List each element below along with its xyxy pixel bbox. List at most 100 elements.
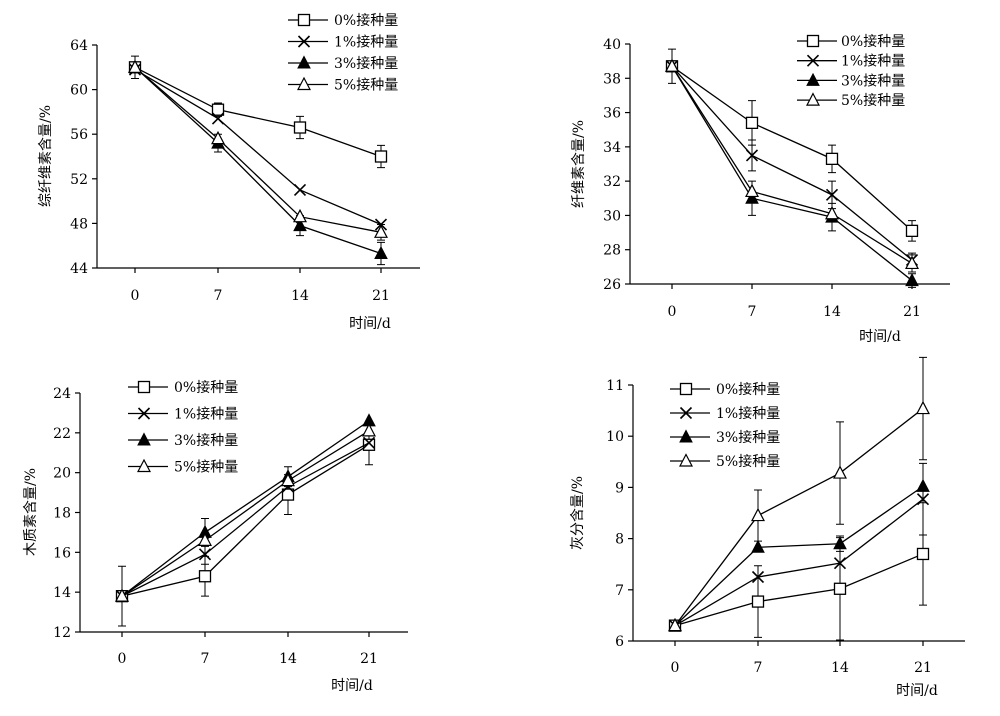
y-tick-label: 9 [615,480,624,496]
y-tick-label: 56 [70,127,88,143]
y-tick-label: 38 [603,71,621,87]
y-axis-label: 综纤维素含量/% [38,105,54,207]
series-line [134,66,382,255]
legend-label: 3%接种量 [716,429,780,446]
data-point [211,130,225,145]
x-tick-label: 21 [903,304,921,320]
data-point [833,465,847,479]
x-axis-label: 时间/d [896,683,938,699]
data-point [745,116,759,130]
data-point [668,617,682,632]
data-point [281,472,295,487]
legend-label: 1%接种量 [174,406,238,423]
legend-marker [297,55,311,69]
y-tick-label: 18 [53,506,71,522]
series-triangle-filled [115,413,376,602]
x-tick-label: 21 [372,288,390,304]
legend-marker [297,13,311,27]
x-tick-label: 0 [131,288,140,304]
series-line [671,65,913,264]
y-tick-label: 16 [53,545,71,561]
data-point [905,224,919,238]
data-point [374,150,388,163]
series-square-open [115,424,376,627]
data-point [665,58,679,72]
series-line [671,65,913,261]
data-point [745,190,759,204]
x-tick-label: 0 [118,651,127,667]
x-tick-label: 14 [291,288,309,304]
x-tick-label: 14 [831,660,849,676]
y-tick-label: 52 [70,172,88,188]
data-point [905,272,919,287]
legend-marker [679,406,693,420]
data-point [211,103,225,116]
series-line [121,420,370,597]
legend-marker [806,92,820,106]
y-tick-label: 64 [70,38,88,54]
x-tick-label: 0 [668,304,677,320]
series-line [674,408,924,627]
data-point [825,188,839,201]
chart-panel-3: 12 14 16 18 20 22 24 0 7 14 21 时间/d 木质素含量/% 0%接种量 1%接种… [23,379,408,694]
y-tick-label: 12 [53,625,71,641]
series-x [668,462,930,632]
data-point [916,547,930,561]
legend-marker [137,380,151,394]
data-point [745,149,759,162]
data-point [293,218,307,232]
legend-marker [137,458,151,473]
data-point [198,548,212,561]
data-point [916,478,930,492]
series-line [121,442,370,597]
x-axis-label: 时间/d [349,316,391,332]
x-tick-label: 7 [201,651,210,667]
legend-label: 5%接种量 [174,459,238,476]
series-x [128,63,388,231]
x-tick-label: 7 [748,304,757,320]
legend-label: 0%接种量 [841,33,905,50]
data-point [916,493,930,506]
legend: 0%接种量 1%接种量 3%接种量 5%接种量 [128,379,238,476]
legend-label: 3%接种量 [174,432,238,449]
legend-marker [806,54,820,67]
legend-marker [137,432,151,446]
data-point [362,423,376,437]
data-point [825,152,839,166]
series-line [121,444,370,597]
legend-marker [806,72,820,86]
series-square-open [128,55,388,169]
legend-label: 3%接种量 [841,72,905,89]
series-line [674,498,924,627]
y-tick-label: 20 [53,466,71,482]
legend-label: 1%接种量 [716,405,780,422]
data-point [916,400,930,415]
data-point [211,112,225,125]
series-square-open [668,502,930,641]
legend-marker [679,382,693,396]
y-axis-label: 纤维素含量/% [571,120,587,208]
y-tick-label: 40 [603,37,621,53]
y-tick-label: 34 [603,140,621,156]
y-tick-label: 44 [70,261,88,277]
legend-marker [679,453,693,467]
data-point [833,536,847,550]
data-point [374,224,388,238]
legend-label: 5%接种量 [716,453,780,470]
y-axis-label: 灰分含量/% [570,476,586,550]
legend-label: 0%接种量 [716,381,780,398]
x-tick-label: 21 [914,660,932,676]
series-line [134,66,382,158]
data-point [905,255,919,270]
data-point [293,208,307,223]
series-line [674,553,924,627]
data-point [115,588,129,602]
data-point [198,532,212,546]
series-triangle-open [115,423,376,602]
data-point [833,582,847,595]
series-triangle-open [128,59,388,241]
x-axis-label: 时间/d [331,678,373,694]
legend-marker [137,407,151,420]
y-tick-label: 32 [603,174,621,190]
